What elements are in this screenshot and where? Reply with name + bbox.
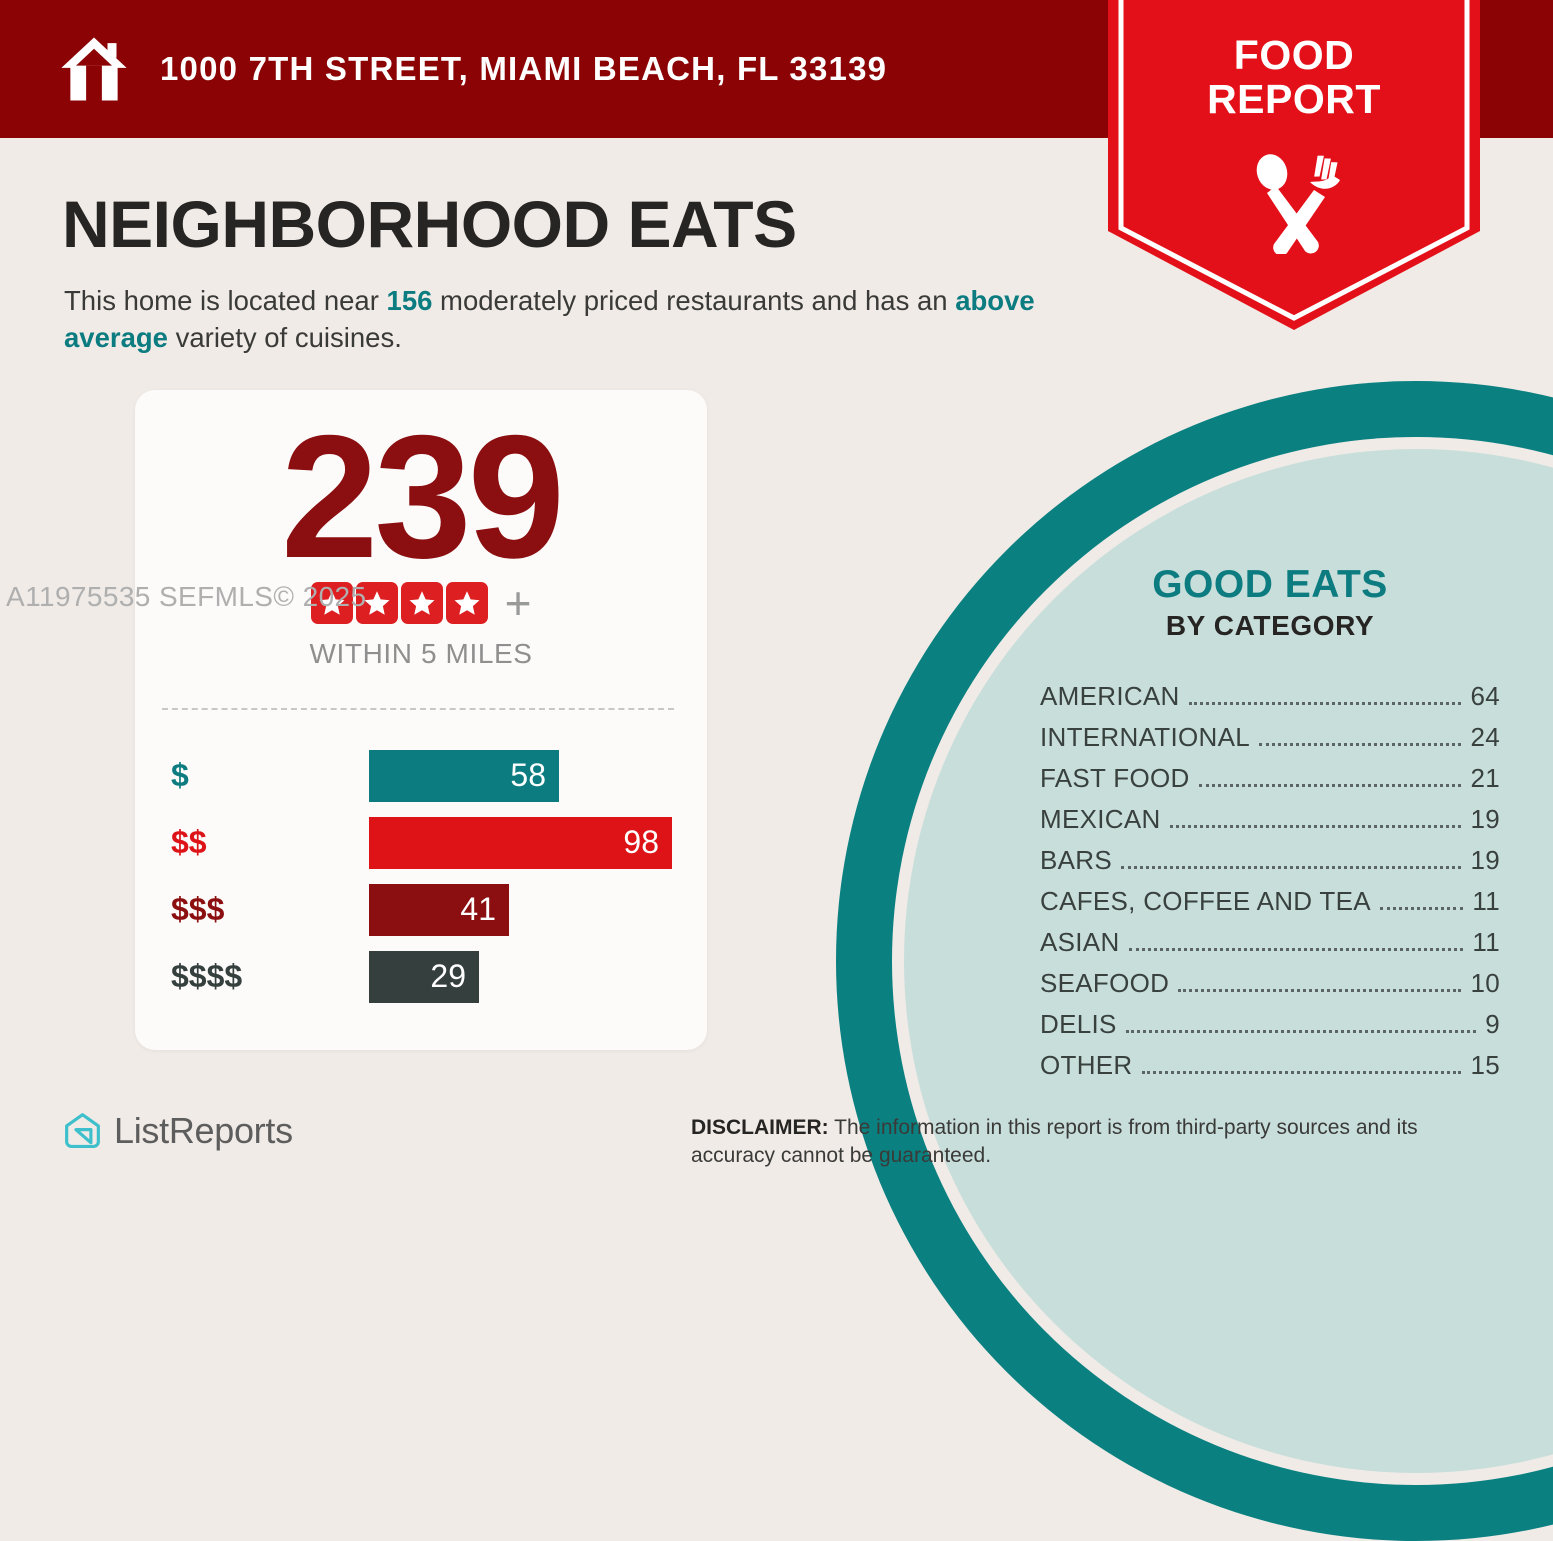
price-bar: 41 (369, 883, 509, 936)
price-bar: 29 (369, 950, 479, 1003)
category-list-item: MEXICAN 19 (1040, 804, 1500, 845)
category-list-item: OTHER 15 (1040, 1050, 1500, 1091)
disclaimer-label: DISCLAIMER: (691, 1116, 829, 1139)
category-count: 21 (1470, 763, 1500, 793)
card-divider (162, 708, 674, 710)
spoon-fork-icon (1256, 154, 1340, 254)
good-eats-panel: GOOD EATS BY CATEGORY AMERICAN 64 INTERNAT… (1040, 563, 1500, 1091)
category-list-item: DELIS 9 (1040, 1009, 1500, 1050)
category-name: SEAFOOD (1040, 968, 1170, 998)
star-icon (355, 582, 398, 624)
category-list-item: CAFES, COFFEE AND TEA 11 (1040, 886, 1500, 927)
category-name: BARS (1040, 845, 1113, 875)
property-address: 1000 7TH STREET, MIAMI BEACH, FL 33139 (160, 50, 888, 87)
dot-leader (1178, 989, 1462, 992)
category-count: 19 (1470, 845, 1500, 875)
listreports-logo-text: ListReports (114, 1110, 293, 1151)
dot-leader (1169, 825, 1462, 828)
mls-watermark: A11975535 SEFMLS© 2025 (6, 581, 367, 612)
price-bar-value: 58 (510, 757, 546, 793)
category-name: ASIAN (1040, 927, 1120, 957)
category-list-item: ASIAN 11 (1040, 927, 1500, 968)
star-rating-row: + (135, 576, 707, 629)
category-name: CAFES, COFFEE AND TEA (1040, 886, 1371, 916)
price-bar: 98 (369, 816, 672, 869)
price-bar-value: 98 (623, 824, 659, 860)
category-count: 11 (1472, 886, 1500, 916)
food-report-badge: FOOD REPORT (1108, 0, 1480, 330)
badge-line-1: FOOD (1233, 32, 1355, 78)
star-icon (400, 582, 443, 624)
badge-inner-border (1118, 0, 1470, 321)
price-bar-row: $$$$ 29 (135, 943, 707, 1010)
subtitle-highlight-variety: above average (64, 285, 1035, 353)
category-count: 9 (1485, 1009, 1500, 1039)
dot-leader (1379, 907, 1464, 910)
category-count: 64 (1470, 681, 1500, 711)
price-bar: 58 (369, 749, 559, 802)
page-title: NEIGHBORHOOD EATS (62, 187, 797, 261)
dot-leader (1188, 702, 1462, 705)
price-level-label: $$$ (171, 891, 225, 927)
price-bar-row: $$$ 41 (135, 876, 707, 943)
page-subtitle: This home is located near 156 moderately… (64, 283, 1084, 356)
category-list-item: AMERICAN 64 (1040, 681, 1500, 722)
disclaimer: DISCLAIMER: The information in this repo… (691, 1114, 1496, 1170)
category-list-item: BARS 19 (1040, 845, 1500, 886)
category-count: 15 (1470, 1050, 1500, 1080)
disclaimer-text: The information in this report is from t… (691, 1116, 1418, 1168)
good-eats-title: GOOD EATS (1152, 563, 1388, 606)
star-icon (310, 582, 353, 624)
price-level-label: $$$$ (171, 958, 243, 994)
restaurant-stat-card: 239 + WITHIN 5 MILES $58 $$ 98 $$$ 41 $$$$ 29 (135, 390, 707, 1050)
category-count: 11 (1472, 927, 1500, 957)
dot-leader (1128, 948, 1464, 951)
subtitle-text-3: variety of cuisines. (167, 321, 402, 353)
star-icon (445, 582, 488, 624)
listreports-house-icon (65, 1112, 100, 1148)
price-level-bar-chart: $58 $$ 98 $$$ 41 $$$$ 29 (135, 742, 707, 1010)
home-icon (61, 37, 127, 101)
good-eats-subtitle: BY CATEGORY (1165, 610, 1375, 641)
badge-title: FOOD REPORT (1108, 32, 1480, 122)
price-bar-value: 41 (460, 891, 496, 927)
price-bar-value: 29 (430, 958, 466, 994)
subtitle-text-2: moderately priced restaurants and has an (432, 285, 956, 316)
category-name: OTHER (1040, 1050, 1133, 1080)
subtitle-text-1: This home is located near (64, 285, 387, 316)
category-list: AMERICAN 64 INTERNATIONAL 24 FAST FOOD 21 MEXI… (1040, 681, 1500, 1091)
category-count: 24 (1470, 722, 1500, 752)
category-name: FAST FOOD (1040, 763, 1190, 793)
price-level-label: $$ (171, 824, 207, 860)
price-level-label: $ (171, 757, 189, 793)
category-list-item: SEAFOOD 10 (1040, 968, 1500, 1009)
category-list-item: INTERNATIONAL 24 (1040, 722, 1500, 763)
dot-leader (1198, 784, 1462, 787)
category-name: AMERICAN (1040, 681, 1180, 711)
category-name: DELIS (1040, 1009, 1117, 1039)
dot-leader (1125, 1030, 1477, 1033)
category-name: INTERNATIONAL (1040, 722, 1250, 752)
dot-leader (1141, 1071, 1462, 1074)
star-plus-sign: + (504, 576, 532, 629)
category-count: 19 (1470, 804, 1500, 834)
listreports-logo[interactable]: ListReports (62, 1110, 293, 1152)
category-name: MEXICAN (1040, 804, 1161, 834)
restaurant-count: 239 (281, 400, 565, 595)
within-radius-label: WITHIN 5 MILES (309, 638, 533, 669)
badge-line-2: REPORT (1207, 75, 1381, 122)
dot-leader (1259, 743, 1462, 746)
price-bar-row: $$ 98 (135, 809, 707, 876)
dot-leader (1121, 866, 1462, 869)
subtitle-highlight-count: 156 (386, 285, 433, 316)
category-count: 10 (1470, 968, 1500, 998)
price-bar-row: $58 (135, 742, 707, 809)
category-list-item: FAST FOOD 21 (1040, 763, 1500, 804)
